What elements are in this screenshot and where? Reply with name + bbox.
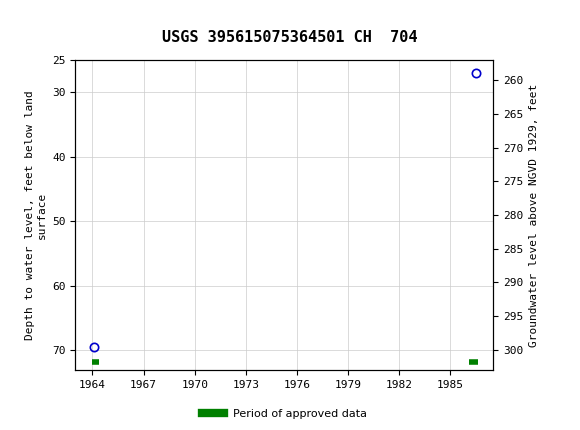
- Y-axis label: Depth to water level, feet below land
surface: Depth to water level, feet below land su…: [25, 90, 46, 340]
- Text: ≣USGS: ≣USGS: [17, 7, 99, 27]
- Legend: Period of approved data: Period of approved data: [197, 404, 371, 423]
- Y-axis label: Groundwater level above NGVD 1929, feet: Groundwater level above NGVD 1929, feet: [528, 83, 538, 347]
- Text: USGS 395615075364501 CH  704: USGS 395615075364501 CH 704: [162, 30, 418, 45]
